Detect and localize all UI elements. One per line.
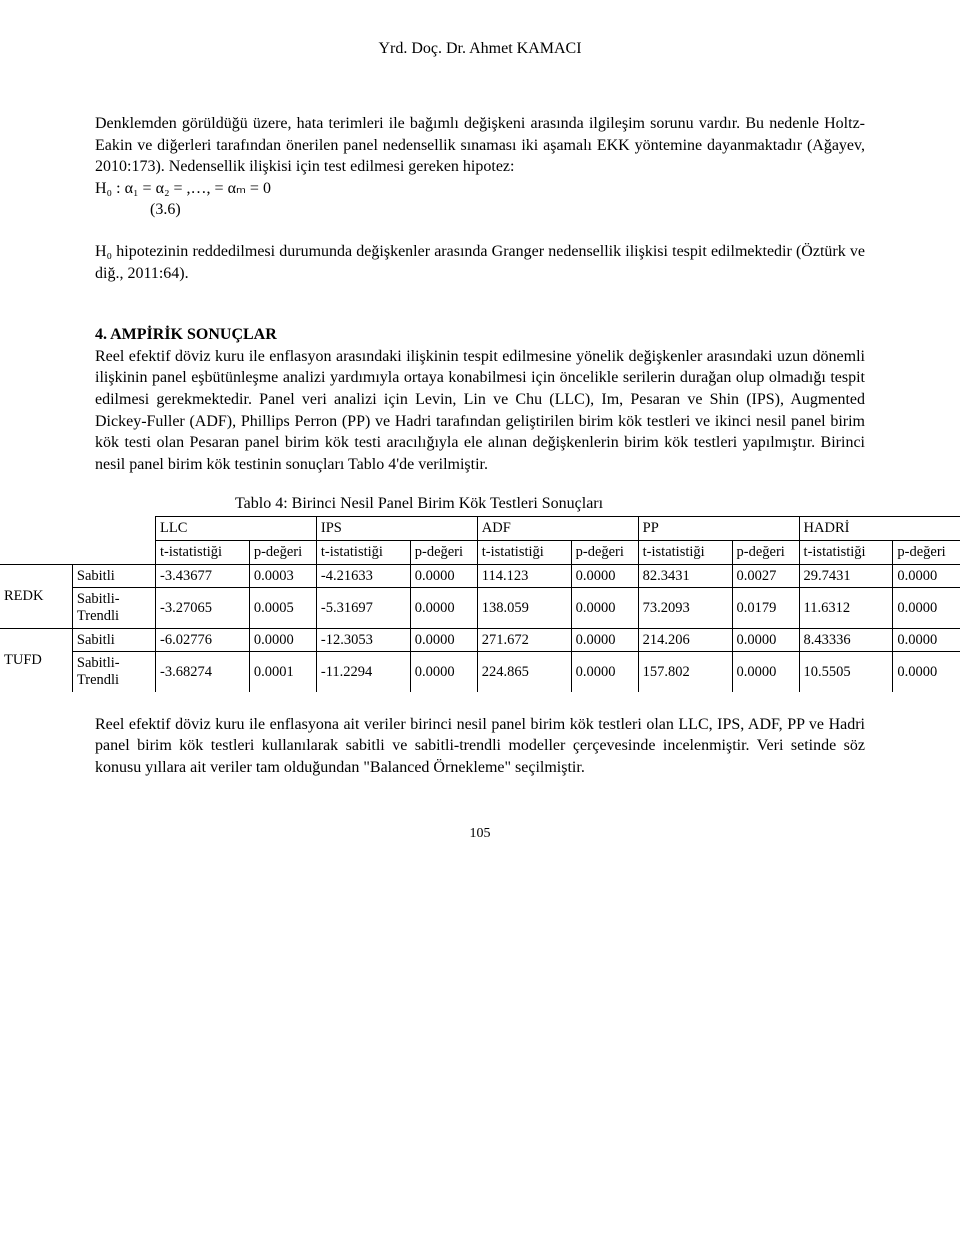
cell: 0.0005 <box>249 588 316 628</box>
sub-t-2: t-istatistiği <box>316 540 410 564</box>
table-row: REDK Sabitli -3.43677 0.0003 -4.21633 0.… <box>0 564 960 588</box>
cell: 224.865 <box>477 652 571 692</box>
test-col-llc: LLC <box>156 517 317 541</box>
test-col-adf: ADF <box>477 517 638 541</box>
cell: 0.0000 <box>571 628 638 652</box>
cell: 0.0000 <box>410 588 477 628</box>
cell: 0.0027 <box>732 564 799 588</box>
cell: 73.2093 <box>638 588 732 628</box>
unit-root-table: LLC IPS ADF PP HADRİ t-istatistiği p-değ… <box>0 516 960 691</box>
paragraph-intro-text: Denklemden görüldüğü üzere, hata terimle… <box>95 115 865 175</box>
cell: 10.5505 <box>799 652 893 692</box>
var-redk: REDK <box>0 564 72 628</box>
section-body: Reel efektif döviz kuru ile enflasyon ar… <box>95 348 865 473</box>
cell: 0.0001 <box>249 652 316 692</box>
cell: 157.802 <box>638 652 732 692</box>
cell: 0.0000 <box>893 588 960 628</box>
cell: 271.672 <box>477 628 571 652</box>
table-caption: Tablo 4: Birinci Nesil Panel Birim Kök T… <box>0 495 960 513</box>
table-row: Sabitli-Trendli -3.68274 0.0001 -11.2294… <box>0 652 960 692</box>
cell: 82.3431 <box>638 564 732 588</box>
cell: 0.0000 <box>893 628 960 652</box>
table-row: Sabitli-Trendli -3.27065 0.0005 -5.31697… <box>0 588 960 628</box>
cell: 0.0000 <box>410 628 477 652</box>
section-heading: 4. AMPİRİK SONUÇLAR <box>95 326 277 343</box>
hypothesis-line: H₀ : α₁ = α₂ = ,…, = αₘ = 0 <box>95 180 271 197</box>
cell: -3.43677 <box>156 564 250 588</box>
table-row: TUFD Sabitli -6.02776 0.0000 -12.3053 0.… <box>0 628 960 652</box>
page-number: 105 <box>95 826 865 842</box>
cell: 0.0000 <box>410 652 477 692</box>
cell: 0.0000 <box>571 652 638 692</box>
sub-p-2: p-değeri <box>410 540 477 564</box>
cell: -11.2294 <box>316 652 410 692</box>
equation-number: (3.6) <box>95 201 181 218</box>
table-container: Tablo 4: Birinci Nesil Panel Birim Kök T… <box>0 495 960 691</box>
paragraph-post-table: Reel efektif döviz kuru ile enflasyona a… <box>95 714 865 779</box>
paragraph-intro: Denklemden görüldüğü üzere, hata terimle… <box>95 113 865 221</box>
test-col-pp: PP <box>638 517 799 541</box>
cell: 214.206 <box>638 628 732 652</box>
sub-p-4: p-değeri <box>732 540 799 564</box>
cell: -12.3053 <box>316 628 410 652</box>
sub-t-3: t-istatistiği <box>477 540 571 564</box>
var-tufd: TUFD <box>0 628 72 692</box>
cell: 29.7431 <box>799 564 893 588</box>
table-header-tests: LLC IPS ADF PP HADRİ <box>0 517 960 541</box>
cell: 11.6312 <box>799 588 893 628</box>
cell: 0.0000 <box>893 652 960 692</box>
cell: 114.123 <box>477 564 571 588</box>
model-cell: Sabitli <box>72 564 155 588</box>
model-cell: Sabitli <box>72 628 155 652</box>
cell: -3.68274 <box>156 652 250 692</box>
table-corner-blank <box>0 517 156 564</box>
cell: -5.31697 <box>316 588 410 628</box>
model-cell: Sabitli-Trendli <box>72 652 155 692</box>
cell: 0.0000 <box>410 564 477 588</box>
cell: -3.27065 <box>156 588 250 628</box>
test-col-hadri: HADRİ <box>799 517 960 541</box>
cell: 0.0000 <box>732 628 799 652</box>
cell: 0.0000 <box>571 588 638 628</box>
cell: 138.059 <box>477 588 571 628</box>
sub-p-1: p-değeri <box>249 540 316 564</box>
cell: 0.0003 <box>249 564 316 588</box>
cell: 0.0000 <box>732 652 799 692</box>
cell: 0.0000 <box>249 628 316 652</box>
test-col-ips: IPS <box>316 517 477 541</box>
sub-t-1: t-istatistiği <box>156 540 250 564</box>
section-block: 4. AMPİRİK SONUÇLAR Reel efektif döviz k… <box>95 324 865 475</box>
cell: 0.0000 <box>893 564 960 588</box>
cell: 0.0179 <box>732 588 799 628</box>
sub-t-5: t-istatistiği <box>799 540 893 564</box>
sub-p-5: p-değeri <box>893 540 960 564</box>
model-cell: Sabitli-Trendli <box>72 588 155 628</box>
paragraph-h0: H₀ hipotezinin reddedilmesi durumunda de… <box>95 241 865 284</box>
cell: 0.0000 <box>571 564 638 588</box>
cell: 8.43336 <box>799 628 893 652</box>
author-header: Yrd. Doç. Dr. Ahmet KAMACI <box>95 40 865 58</box>
cell: -4.21633 <box>316 564 410 588</box>
cell: -6.02776 <box>156 628 250 652</box>
sub-t-4: t-istatistiği <box>638 540 732 564</box>
sub-p-3: p-değeri <box>571 540 638 564</box>
